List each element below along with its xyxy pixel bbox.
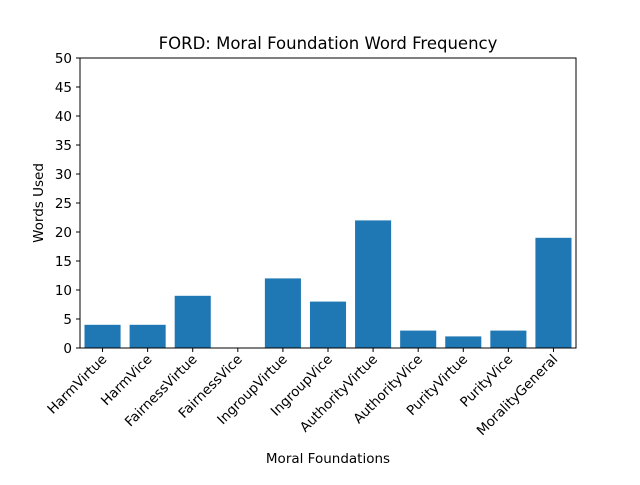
bar-IngroupVice: [309, 301, 347, 348]
y-tick-label: 10: [55, 283, 72, 299]
bar-AuthorityVirtue: [355, 220, 392, 348]
chart-title: FORD: Moral Foundation Word Frequency: [159, 34, 498, 53]
x-axis-label: Moral Foundations: [266, 451, 390, 467]
y-axis-label: Words Used: [31, 163, 47, 243]
bar-MoralityGeneral: [535, 237, 572, 348]
bar-FairnessVirtue: [174, 295, 211, 348]
x-tick-label: AuthorityVirtue: [297, 352, 381, 436]
bar-AuthorityVice: [400, 330, 437, 348]
bar-HarmVirtue: [84, 324, 121, 348]
bar-IngroupVirtue: [264, 278, 301, 348]
y-tick-label: 0: [63, 341, 72, 357]
y-tick-label: 15: [55, 254, 72, 270]
y-tick-label: 25: [55, 196, 72, 212]
x-axis-ticks: HarmVirtueHarmViceFairnessVirtueFairness…: [44, 348, 561, 439]
y-tick-label: 45: [55, 80, 72, 96]
bar-PurityVirtue: [445, 336, 482, 348]
bar-HarmVice: [129, 324, 166, 348]
y-tick-label: 35: [55, 138, 72, 154]
y-tick-label: 40: [55, 109, 72, 125]
x-tick-label: HarmVirtue: [44, 352, 110, 418]
bars-group: [84, 220, 572, 348]
y-axis-ticks: 0 5 10 15 20 25 30 35 40 45 50: [55, 51, 80, 357]
y-tick-label: 30: [55, 167, 72, 183]
y-tick-label: 50: [55, 51, 72, 67]
y-tick-label: 20: [55, 225, 72, 241]
bar-PurityVice: [490, 330, 527, 348]
y-tick-label: 5: [63, 312, 72, 328]
plot-area-frame: [79, 57, 577, 349]
x-tick-label: MoralityGeneral: [474, 352, 561, 439]
